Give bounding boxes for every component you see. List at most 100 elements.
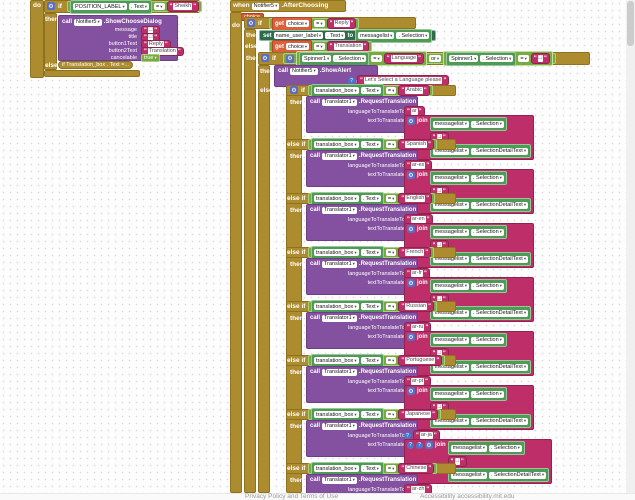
translator-dropdown[interactable]: Translator1 [322,260,357,268]
notifier-dropdown[interactable]: Notifier5 [74,18,102,26]
translation-box-text-getter[interactable]: translation_box. Text [311,407,384,422]
vertical-scrollbar[interactable] [626,0,635,493]
component-dropdown[interactable]: translation_box [314,249,359,256]
property-dropdown[interactable]: . SelectionDetailText [470,363,529,371]
language-condition[interactable]: translation_box. Text = Portuguese [308,353,446,368]
component-dropdown[interactable]: translation_box [314,87,359,94]
choice-if-spine[interactable] [244,29,256,493]
separator-string[interactable]: □ [447,456,467,467]
property-dropdown[interactable]: . Text [360,249,381,256]
language-string[interactable]: Spanish [398,139,434,150]
spinner-equals-language[interactable]: Spinner1 . Selection = Language [296,51,427,66]
operator-dropdown[interactable]: = [385,303,397,310]
mutator-gear-icon[interactable] [407,225,415,233]
equals-block[interactable]: POSITION_LABEL . Text = Sheikh [67,0,203,14]
translation-box-text-getter[interactable]: translation_box. Text [311,137,384,152]
cancelable-true-block[interactable]: true [141,54,160,62]
component-dropdown[interactable]: messagelist [432,174,469,182]
mutator-gear-icon[interactable] [407,387,415,395]
accessibility-link[interactable]: Accessibility accessibility.mit.edu [420,493,515,500]
mutator-gear-icon[interactable] [407,117,415,125]
component-dropdown[interactable]: Spinner1 [302,55,332,62]
event-do-spine[interactable] [230,12,242,493]
translator-dropdown[interactable]: Translator1 [322,314,357,322]
property-dropdown[interactable]: . Selection [470,282,504,290]
property-dropdown[interactable]: . SelectionDetailText [470,255,529,263]
component-dropdown[interactable]: messagelist [432,336,469,344]
property-dropdown[interactable]: . Text [128,3,150,10]
operator-dropdown[interactable]: = [385,195,397,202]
reply-string[interactable]: Reply [326,18,357,29]
language-condition[interactable]: translation_box. Text=Spanish [308,137,437,152]
messagelist-selection-getter[interactable]: messagelist. Selection [447,441,525,455]
language-string[interactable]: Language [383,53,424,64]
property-dropdown[interactable]: . Selection [480,55,514,62]
component-dropdown[interactable]: messagelist [432,120,469,128]
messagelist-detail-getter[interactable]: messagelist. SelectionDetailText [447,468,550,482]
property-dropdown[interactable]: . Selection [470,336,504,344]
property-dropdown[interactable]: . Selection [470,390,504,398]
operator-dropdown[interactable]: = [385,249,397,256]
component-dropdown[interactable]: POSITION_LABEL [73,3,127,10]
language-if-spine[interactable] [258,65,270,493]
messagelist-selection-getter[interactable]: messagelist. Selection [429,333,507,347]
mutator-gear-icon[interactable] [261,54,269,62]
mutator-gear-icon[interactable] [407,333,415,341]
or-dropdown[interactable]: or [428,55,442,62]
component-dropdown[interactable]: translation_box [314,195,359,202]
variable-dropdown[interactable]: choice [286,43,310,50]
messagelist-detail-getter[interactable]: messagelist. SelectionDetailText [429,306,532,320]
notifier-dropdown[interactable]: Notifier5 [290,67,318,75]
outer-do-slot[interactable] [30,0,44,78]
component-dropdown[interactable]: translation_box [314,303,359,310]
property-dropdown[interactable]: . Text [360,357,381,364]
spinner-selection-getter[interactable]: Spinner1 . Selection [299,51,370,66]
translator-dropdown[interactable]: Translator1 [322,98,357,106]
messagelist-selection-getter[interactable]: messagelist. Selection [429,117,507,131]
component-dropdown[interactable]: translation_box [314,465,359,472]
variable-dropdown[interactable]: choice [286,20,310,27]
component-dropdown[interactable]: messagelist [432,228,469,236]
translator-dropdown[interactable]: Translator1 [322,368,357,376]
property-dropdown[interactable]: . Text [360,411,381,418]
language-code-socket[interactable]: ar-zh [404,484,433,493]
empty-string[interactable]: □ [530,53,550,64]
mutator-gear-icon[interactable] [47,2,55,10]
language-string[interactable]: Russian [398,301,434,312]
operator-dropdown[interactable]: = [385,87,397,94]
operator-dropdown[interactable]: = [385,141,397,148]
component-dropdown[interactable]: Spinner1 [449,55,479,62]
component-dropdown[interactable]: messagelist [432,201,469,209]
get-choice-block[interactable]: get choice [272,16,313,31]
operator-dropdown[interactable]: = [385,465,397,472]
mutator-gear-icon[interactable] [407,171,415,179]
language-condition[interactable]: translation_box. Text = English [308,191,436,206]
property-dropdown[interactable]: . Selection [396,32,430,39]
language-code-string[interactable]: ar-zh [404,484,433,493]
component-dropdown[interactable]: messagelist [450,471,487,479]
language-string[interactable]: Portuguese [398,355,443,366]
component-dropdown[interactable]: messagelist [432,390,469,398]
property-dropdown[interactable]: . Selection [488,444,522,452]
operator-dropdown[interactable]: = [314,43,325,50]
if-block-spine[interactable] [44,13,57,70]
operator-dropdown[interactable]: = [314,20,325,27]
translator-dropdown[interactable]: Translator1 [322,476,357,484]
property-dropdown[interactable]: . SelectionDetailText [470,147,529,155]
if-block-footer[interactable] [44,70,140,77]
property-dropdown[interactable]: . Selection [333,55,367,62]
string-block[interactable]: Sheikh [166,1,200,12]
component-dropdown[interactable]: translation_box [314,357,359,364]
language-string[interactable]: English [398,193,433,204]
messagelist-selection-getter[interactable]: messagelist . Selection [355,28,433,43]
language-string[interactable]: French [398,247,432,258]
